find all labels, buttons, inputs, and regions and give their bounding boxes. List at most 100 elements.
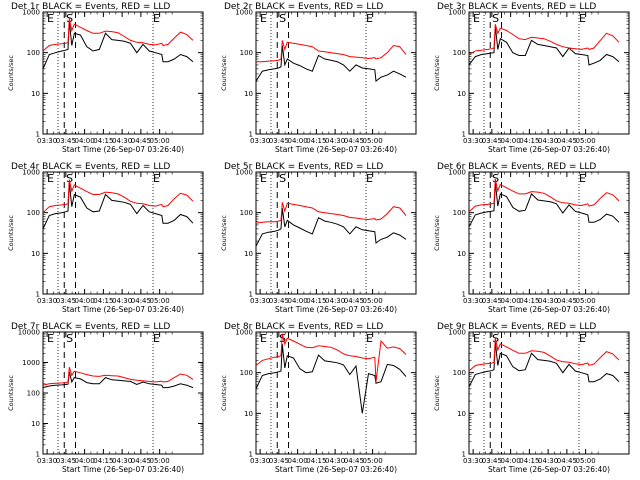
panel-8: Det 8r BLACK = Events, RED = LLD 1 10 100 10… — [220, 322, 417, 474]
x-tick-label: 03:30 — [463, 297, 483, 305]
y-axis-label: Counts/sec — [220, 55, 228, 91]
plot-frame — [255, 331, 417, 455]
event-marker: E — [366, 172, 373, 185]
x-axis-label: Start Time (26-Sep-07 03:26:40) — [275, 145, 397, 154]
y-tick-label: 100 — [240, 49, 253, 57]
x-tick-label: 03:45 — [482, 457, 502, 465]
y-tick-label: 100 — [27, 209, 40, 217]
plot-frame — [468, 11, 630, 135]
y-tick-label: 1000 — [22, 169, 40, 177]
plot-frame — [255, 171, 417, 295]
y-tick-label: 10000 — [18, 329, 40, 337]
y-tick-label: 10 — [457, 90, 466, 98]
x-tick-label: 04:45 — [131, 457, 151, 465]
panel-title: Det 9r BLACK = Events, RED = LLD — [437, 322, 596, 332]
x-tick-label: 05:00 — [576, 137, 596, 145]
x-tick-label: 04:15 — [93, 297, 113, 305]
x-tick-label: 03:45 — [56, 297, 76, 305]
y-tick-label: 1 — [462, 131, 466, 139]
x-tick-label: 03:30 — [250, 137, 270, 145]
x-tick-label: 05:00 — [363, 297, 383, 305]
x-tick-label: 04:45 — [131, 137, 151, 145]
x-tick-label: 04:00 — [288, 457, 308, 465]
y-tick-label: 10 — [31, 250, 40, 258]
lld-line — [468, 178, 620, 213]
x-tick-label: 04:15 — [93, 457, 113, 465]
x-tick-label: 05:00 — [576, 457, 596, 465]
lld-line — [42, 18, 194, 52]
event-marker: E — [473, 332, 480, 345]
x-tick-label: 05:00 — [363, 137, 383, 145]
events-line — [42, 182, 194, 230]
y-tick-label: 10 — [31, 420, 40, 428]
x-axis-label: Start Time (26-Sep-07 03:26:40) — [275, 305, 397, 314]
y-tick-label: 1 — [462, 451, 466, 459]
y-axis-label: Counts/sec — [220, 215, 228, 251]
event-marker: E — [473, 172, 480, 185]
x-tick-label: 04:45 — [344, 457, 364, 465]
panel-7: Det 7r BLACK = Events, RED = LLD 1 10 100 10… — [7, 322, 204, 474]
y-tick-label: 10 — [457, 250, 466, 258]
y-tick-label: 100 — [27, 390, 40, 398]
panel-6: Det 6r BLACK = Events, RED = LLD 1 10 100 10… — [433, 162, 630, 314]
x-tick-label: 04:45 — [557, 457, 577, 465]
x-tick-label: 04:45 — [557, 297, 577, 305]
x-tick-label: 04:00 — [501, 137, 521, 145]
x-axis-label: Start Time (26-Sep-07 03:26:40) — [488, 305, 610, 314]
y-axis-label: Counts/sec — [220, 375, 228, 411]
events-line — [468, 182, 620, 228]
y-tick-label: 100 — [453, 209, 466, 217]
x-tick-label: 03:30 — [463, 457, 483, 465]
x-tick-label: 05:00 — [363, 457, 383, 465]
y-tick-label: 10 — [31, 90, 40, 98]
x-tick-label: 04:00 — [75, 297, 95, 305]
lld-line — [42, 179, 194, 214]
x-tick-label: 04:30 — [325, 297, 345, 305]
x-tick-label: 05:00 — [150, 297, 170, 305]
x-tick-label: 04:00 — [288, 297, 308, 305]
x-tick-label: 05:00 — [150, 457, 170, 465]
event-marker: E — [153, 12, 160, 25]
x-tick-label: 03:45 — [269, 137, 289, 145]
x-axis-label: Start Time (26-Sep-07 03:26:40) — [488, 145, 610, 154]
panel-title: Det 8r BLACK = Events, RED = LLD — [224, 322, 383, 332]
y-axis-label: Counts/sec — [433, 55, 441, 91]
plot-frame — [468, 171, 630, 295]
x-tick-label: 04:15 — [93, 137, 113, 145]
lld-line — [255, 333, 407, 382]
x-axis-label: Start Time (26-Sep-07 03:26:40) — [488, 465, 610, 474]
plot-frame — [42, 11, 204, 135]
panel-4: Det 4r BLACK = Events, RED = LLD 1 10 100 10… — [7, 162, 204, 314]
y-tick-label: 1000 — [235, 9, 253, 17]
event-marker: E — [260, 12, 267, 25]
y-tick-label: 10 — [244, 250, 253, 258]
y-tick-label: 1000 — [448, 9, 466, 17]
panel-1: Det 1r BLACK = Events, RED = LLD 1 10 100 10… — [7, 2, 204, 154]
x-tick-label: 04:30 — [325, 137, 345, 145]
y-tick-label: 1 — [249, 131, 253, 139]
x-tick-label: 03:45 — [269, 297, 289, 305]
events-line — [255, 344, 407, 414]
y-tick-label: 10 — [244, 410, 253, 418]
panel-5: Det 5r BLACK = Events, RED = LLD 1 10 100 10… — [220, 162, 417, 314]
x-tick-label: 04:30 — [538, 297, 558, 305]
y-tick-label: 100 — [240, 209, 253, 217]
y-axis-label: Counts/sec — [433, 215, 441, 251]
x-tick-label: 03:30 — [463, 137, 483, 145]
y-tick-label: 100 — [27, 49, 40, 57]
x-axis-label: Start Time (26-Sep-07 03:26:40) — [62, 145, 184, 154]
x-tick-label: 03:30 — [250, 457, 270, 465]
panel-title: Det 7r BLACK = Events, RED = LLD — [11, 322, 170, 332]
events-line — [42, 20, 194, 70]
lld-line — [256, 40, 407, 63]
x-tick-label: 03:30 — [37, 137, 57, 145]
y-tick-label: 100 — [453, 49, 466, 57]
events-line — [42, 371, 194, 389]
x-tick-label: 04:30 — [538, 137, 558, 145]
event-marker: S — [492, 172, 499, 185]
x-tick-label: 04:15 — [306, 137, 326, 145]
x-tick-label: 05:00 — [576, 297, 596, 305]
plot-frame — [255, 11, 417, 135]
x-tick-label: 04:15 — [519, 457, 539, 465]
x-tick-label: 03:30 — [37, 297, 57, 305]
